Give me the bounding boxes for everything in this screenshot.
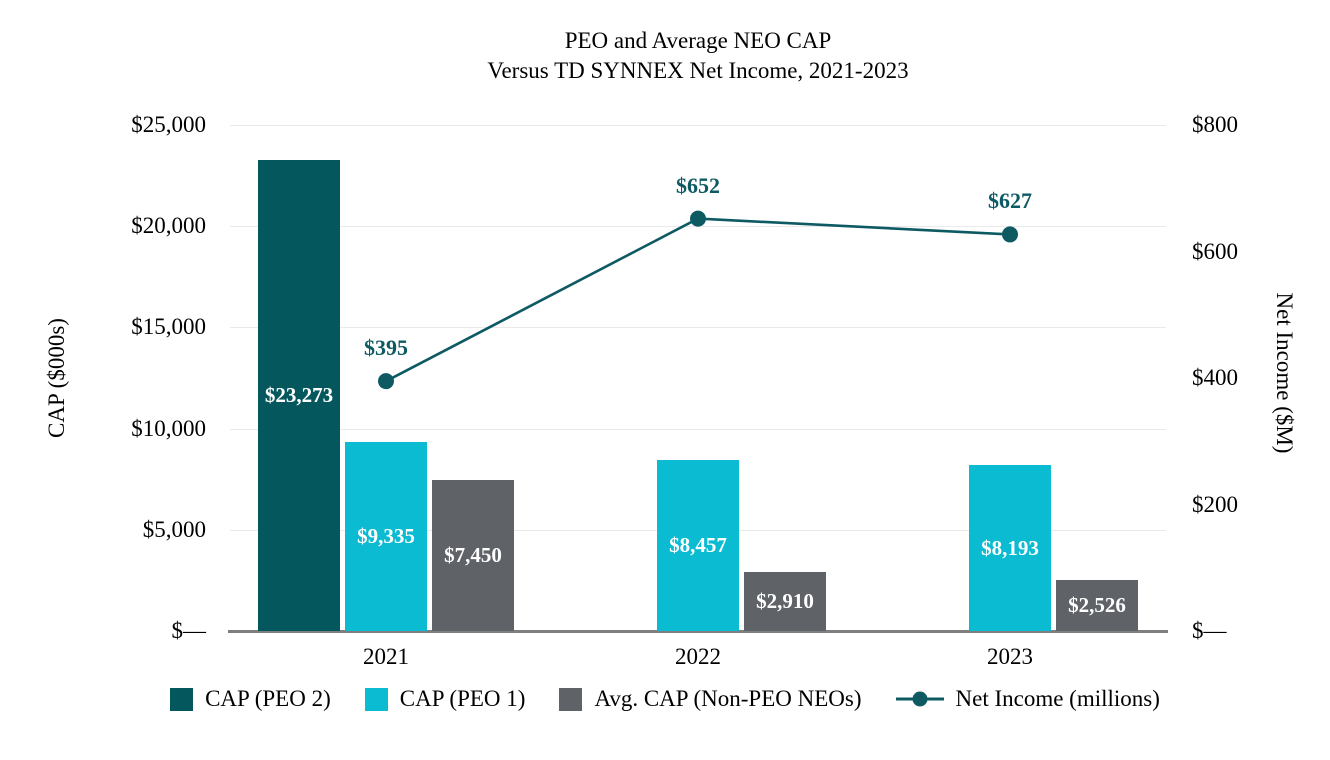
legend-label: Net Income (millions) bbox=[955, 686, 1160, 711]
line-point bbox=[690, 210, 706, 227]
x-axis-label: 2022 bbox=[675, 644, 721, 669]
line-point bbox=[378, 373, 394, 390]
left-axis-tick: $5,000 bbox=[142, 517, 206, 542]
x-axis-line bbox=[228, 630, 1168, 633]
left-axis-tick: $25,000 bbox=[131, 112, 206, 137]
bar: $2,526 bbox=[1056, 580, 1138, 631]
bar: $2,910 bbox=[744, 572, 826, 631]
net-income-line-layer bbox=[378, 210, 1018, 390]
legend-label: CAP (PEO 1) bbox=[399, 686, 526, 711]
x-axis-label: 2021 bbox=[363, 644, 409, 669]
right-axis-tick: $— bbox=[1192, 618, 1227, 643]
bar-value-label: $2,910 bbox=[756, 589, 814, 613]
gridline bbox=[230, 429, 1166, 430]
bar-value-label: $8,457 bbox=[669, 533, 727, 557]
bar-value-label: $9,335 bbox=[357, 524, 415, 548]
plot-area: $23,273 $9,335 $8,457 $8,193 $7,450 $2,910 $2,… bbox=[228, 125, 1168, 633]
net-income-line bbox=[385, 217, 1011, 383]
bar: $8,457 bbox=[657, 460, 739, 631]
right-axis-tick: $600 bbox=[1192, 239, 1238, 264]
line-point bbox=[1002, 226, 1018, 243]
legend-label: CAP (PEO 2) bbox=[205, 686, 331, 711]
legend-swatch bbox=[170, 687, 194, 711]
left-axis-tick: $— bbox=[171, 618, 207, 643]
bar: $7,450 bbox=[432, 480, 514, 631]
legend-line-dot bbox=[912, 691, 927, 707]
bar-value-label: $23,273 bbox=[264, 383, 334, 407]
chart-title: PEO and Average NEO CAP Versus TD SYNNEX… bbox=[230, 26, 1166, 86]
legend-item: Net Income (millions) bbox=[895, 686, 1160, 712]
bar-value-label: $7,450 bbox=[444, 543, 502, 567]
bar: $8,193 bbox=[969, 465, 1051, 631]
bar-value-label: $8,193 bbox=[981, 535, 1039, 560]
left-axis-tick: $15,000 bbox=[131, 314, 206, 339]
legend-swatch bbox=[364, 687, 388, 711]
chart-title-line1: PEO and Average NEO CAP bbox=[564, 28, 832, 53]
bar: $23,273 bbox=[258, 160, 340, 631]
legend-item: Avg. CAP (Non-PEO NEOs) bbox=[559, 686, 862, 712]
right-axis-tick: $200 bbox=[1192, 492, 1238, 517]
point-value-label: $395 bbox=[364, 335, 408, 360]
legend-item: CAP (PEO 1) bbox=[364, 686, 526, 712]
point-value-label: $627 bbox=[988, 188, 1032, 213]
right-axis-tick: $800 bbox=[1192, 112, 1238, 137]
x-axis-label: 2023 bbox=[987, 644, 1033, 669]
legend-swatch bbox=[559, 687, 583, 711]
legend-label: Avg. CAP (Non-PEO NEOs) bbox=[594, 686, 862, 711]
legend: CAP (PEO 2) CAP (PEO 1) Avg. CAP (Non-PEO … bbox=[0, 686, 1330, 712]
bar: $9,335 bbox=[345, 442, 427, 631]
bar-value-label: $2,526 bbox=[1068, 593, 1126, 617]
legend-item: CAP (PEO 2) bbox=[170, 686, 331, 712]
legend-line-marker bbox=[895, 691, 944, 707]
right-axis-tick: $400 bbox=[1192, 365, 1238, 390]
left-axis-tick: $20,000 bbox=[131, 213, 206, 238]
point-value-label: $652 bbox=[676, 173, 720, 198]
chart-title-line2: Versus TD SYNNEX Net Income, 2021-2023 bbox=[487, 58, 909, 83]
left-axis-tick: $10,000 bbox=[131, 416, 206, 441]
gridline bbox=[230, 327, 1166, 328]
gridline bbox=[230, 125, 1166, 126]
